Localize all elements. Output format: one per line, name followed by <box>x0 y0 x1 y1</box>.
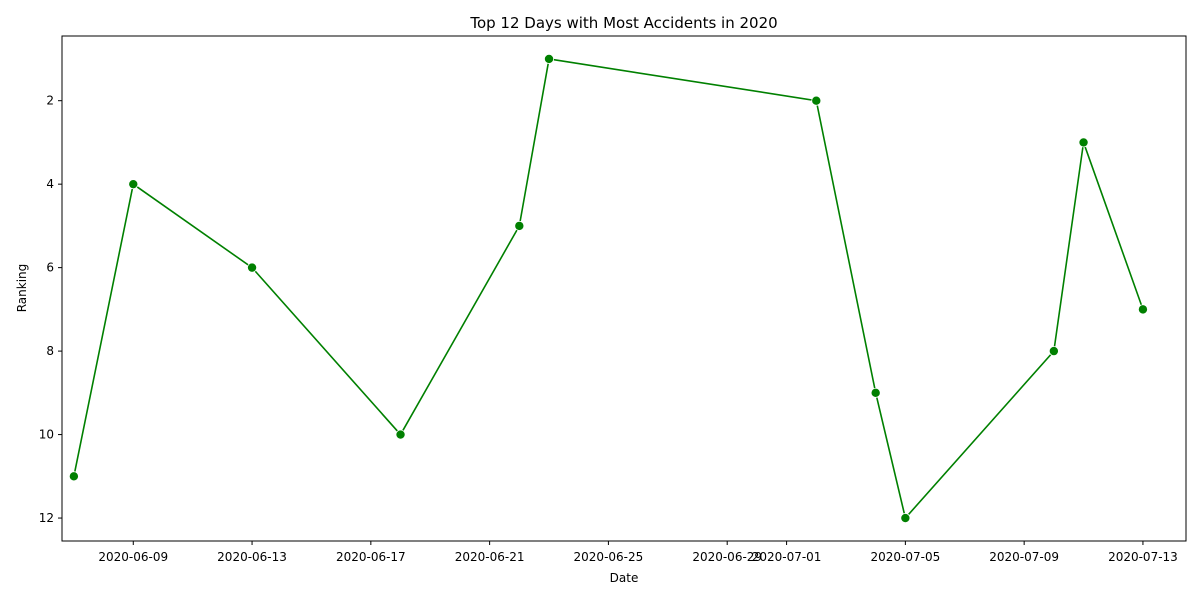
y-axis-label: Ranking <box>15 264 29 313</box>
y-tick-label: 10 <box>39 428 54 442</box>
chart-title: Top 12 Days with Most Accidents in 2020 <box>469 14 777 32</box>
x-tick-label: 2020-07-05 <box>870 550 940 564</box>
data-point <box>247 262 258 273</box>
x-axis-label: Date <box>610 571 639 585</box>
data-point <box>900 513 911 524</box>
x-tick-label: 2020-06-09 <box>98 550 168 564</box>
x-tick-label: 2020-07-13 <box>1108 550 1178 564</box>
y-tick-label: 2 <box>46 94 54 108</box>
x-tick-label: 2020-06-13 <box>217 550 287 564</box>
data-series <box>68 53 1148 524</box>
plot-frame <box>61 35 1187 542</box>
data-point <box>68 471 79 482</box>
data-point <box>128 179 139 190</box>
series-line <box>73 58 1144 520</box>
x-tick-label: 2020-06-25 <box>574 550 644 564</box>
y-tick-label: 8 <box>46 344 54 358</box>
x-tick-label: 2020-07-01 <box>752 550 822 564</box>
data-point <box>514 220 525 231</box>
data-point <box>544 53 555 64</box>
data-point <box>870 387 881 398</box>
y-tick-label: 4 <box>46 177 54 191</box>
data-point <box>811 95 822 106</box>
data-point <box>1137 304 1148 315</box>
x-tick-label: 2020-06-29 <box>692 550 762 564</box>
x-tick-label: 2020-06-21 <box>455 550 525 564</box>
y-tick-label: 6 <box>46 261 54 275</box>
plot-area <box>62 36 1186 541</box>
data-point <box>1048 346 1059 357</box>
data-point <box>395 429 406 440</box>
x-tick-label: 2020-06-17 <box>336 550 406 564</box>
y-tick-label: 12 <box>39 511 54 525</box>
data-point <box>1078 137 1089 148</box>
axes: 2020-06-09 2020-06-13 2020-06-17 2020-06-21… <box>39 94 1178 564</box>
x-tick-label: 2020-07-09 <box>989 550 1059 564</box>
